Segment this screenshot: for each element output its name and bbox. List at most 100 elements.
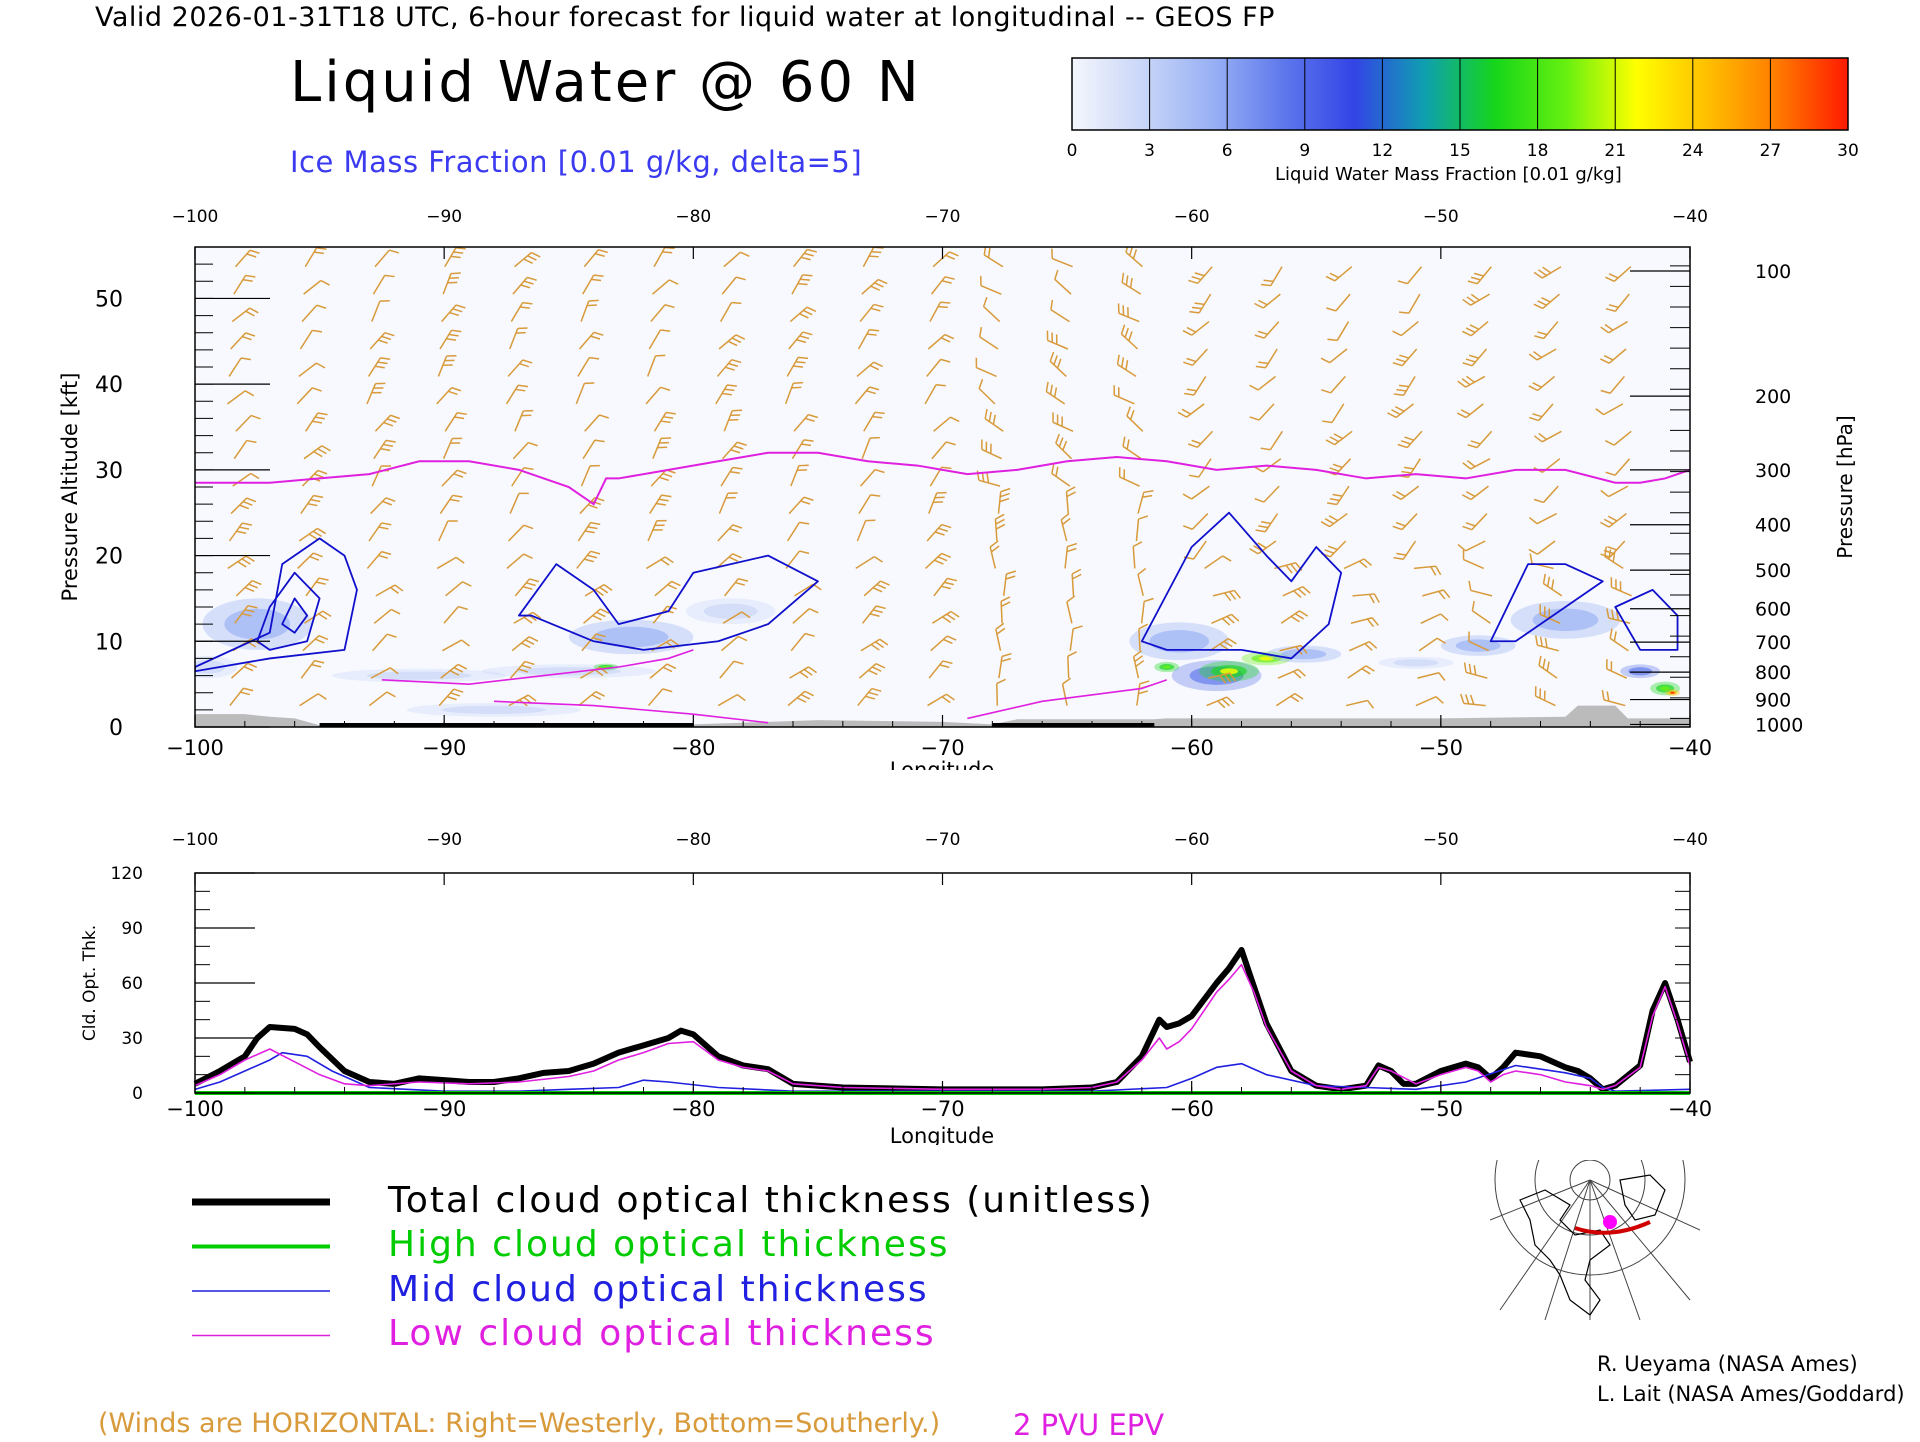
wind-barb [578,691,605,707]
wind-barb [788,496,814,515]
wind-barb [1140,597,1154,624]
wind-barb [995,622,1006,651]
wind-barb [1417,672,1446,681]
wind-barb [234,249,260,268]
wind-barb [1051,248,1073,268]
wind-barb [1325,266,1353,282]
y-tick-label: 60 [121,974,143,994]
wind-barb [1415,696,1444,707]
wind-barb [650,303,675,323]
wind-barb [1050,299,1070,323]
wind-barb [788,331,813,350]
wind-barb [1460,693,1486,707]
wind-barb [863,580,890,597]
colorbar-tick-label: 0 [1067,141,1078,161]
wind-barb [509,492,529,514]
wind-barb [1528,348,1557,361]
pressure-tick-label: 400 [1755,515,1791,537]
wind-barb [793,413,819,432]
wind-barb [1208,672,1237,684]
forecast-header: Valid 2026-01-31T18 UTC, 6-hour forecast… [95,2,1275,33]
wind-barb [1116,354,1137,378]
x-axis-label: Longitude [890,758,994,770]
wind-barb [791,274,813,295]
wind-barb [507,359,533,377]
wind-barb [366,382,386,405]
wind-barb [233,274,256,295]
wind-barb [1462,549,1484,570]
wind-barb [1392,485,1420,501]
wind-barb [930,635,957,652]
wind-barb [1457,540,1486,552]
wind-barb [1049,351,1067,377]
wind-barb [857,687,882,707]
wind-barb [979,327,999,350]
wind-barb [235,579,262,597]
wind-barb [855,555,883,570]
wind-barb [1393,376,1416,396]
wind-barb [1183,348,1208,367]
wind-barb [514,578,540,597]
pressure-tick-label: 600 [1755,599,1791,621]
colorbar: 0 3 6 9 12 15 18 21 24 27 30 [1067,57,1859,161]
wind-barb [374,414,401,432]
wind-barb [722,441,747,460]
wind-barb [998,652,1012,679]
wind-barb [229,687,254,707]
wind-barb [860,638,889,652]
wind-barb [927,693,955,707]
pressure-tick-label: 900 [1755,690,1791,712]
x-tick-label-top: −90 [426,207,462,227]
wind-barb [978,379,996,405]
wind-barb [1188,266,1213,285]
wind-barb [1326,293,1351,312]
legend-high-label: High cloud optical thickness [388,1224,950,1265]
cross-section-chart: −100 −100 −90 −90 −80 −80 −70 −70 −60 −60 −50 −50 −4… [58,207,1857,770]
wind-barb [1002,570,1017,596]
wind-barb [926,523,952,542]
wind-barb [997,487,1011,514]
series-line-0 [193,947,1693,1093]
wind-barb [1461,485,1489,501]
x-tick-label: −90 [422,736,466,760]
ice-contour [518,554,819,651]
wind-barb [1211,613,1240,626]
wind-barb [1398,293,1421,314]
wind-barb [305,577,329,597]
y-axis-label: Cld. Opt. Thk. [80,925,100,1041]
wind-barb [1462,293,1491,306]
pressure-tick-label: 500 [1755,560,1791,582]
plot-background [195,247,1690,727]
wind-barb [1282,586,1311,598]
wind-barb [715,384,737,405]
wind-barb [1113,385,1135,405]
x-axis-label: Longitude [890,1124,994,1145]
wind-barb [230,497,257,515]
wind-barb [444,412,467,432]
wind-barb [1135,515,1149,542]
pressure-tick-label: 1000 [1755,714,1803,736]
wind-barb [1605,458,1631,476]
x-tick-label-top: −80 [675,830,711,850]
wind-barb [231,307,259,323]
y-tick-label: 40 [95,373,123,398]
optical-thickness-chart: −100 −100 −90 −90 −80 −80 −70 −70 −60 −60 −50 −50 −4… [80,830,1712,1145]
pv-note: 2 PVU EPV [1013,1408,1165,1442]
wind-barb [371,299,390,322]
wind-barb [510,301,533,322]
wind-barb [1069,625,1083,651]
x-tick-label-top: −100 [172,830,219,850]
wind-barb [718,492,738,514]
wind-barb [300,494,324,514]
wind-barb [368,522,392,542]
wind-barb [924,383,946,405]
wind-barb [861,436,880,459]
wind-barb [1601,690,1626,707]
wind-barb [512,441,538,460]
y-tick-label: 0 [109,716,123,741]
wind-barb [227,390,255,405]
wind-barb [931,610,960,624]
wind-barb [856,519,876,542]
wind-barb [230,332,256,350]
wind-barb [509,660,535,679]
